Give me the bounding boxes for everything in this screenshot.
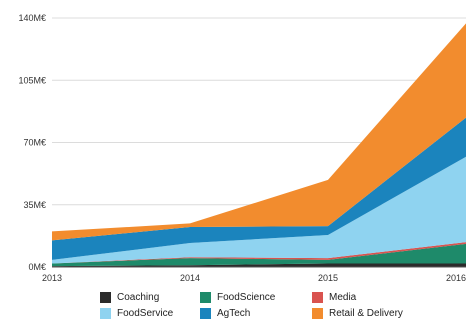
y-tick-label: 140M€ — [18, 13, 46, 23]
legend-label-agtech: AgTech — [217, 307, 251, 319]
x-tick-label: 2015 — [318, 273, 338, 283]
legend-label-coaching: Coaching — [117, 291, 160, 303]
legend-label-retail-delivery: Retail & Delivery — [329, 307, 403, 319]
y-tick-label: 70M€ — [23, 138, 46, 148]
legend-label-foodscience: FoodScience — [217, 291, 276, 303]
legend-swatch-media — [312, 291, 323, 303]
legend-label-foodservice: FoodService — [117, 307, 174, 319]
x-tick-label: 2016 — [446, 273, 466, 283]
area-layer — [52, 23, 466, 267]
area-agtech — [52, 117, 466, 260]
x-tick-label: 2014 — [180, 273, 200, 283]
legend-item-agtech: AgTech — [200, 306, 312, 320]
legend: Coaching FoodScience Media FoodService A… — [100, 290, 460, 320]
legend-item-foodscience: FoodScience — [200, 290, 312, 304]
stacked-area-chart: 0M€ 35M€ 70M€ 105M€ 140M€ 2013 2014 2015 2016 — [18, 13, 466, 283]
area-media — [52, 242, 466, 264]
y-tick-label: 35M€ — [23, 200, 46, 210]
area-foodscience — [52, 243, 466, 267]
legend-swatch-retail-delivery — [312, 307, 323, 319]
legend-item-foodservice: FoodService — [100, 306, 200, 320]
legend-swatch-coaching — [100, 291, 111, 303]
legend-swatch-agtech — [200, 307, 211, 319]
area-coaching — [52, 263, 466, 267]
legend-item-media: Media — [312, 290, 432, 304]
y-tick-label: 105M€ — [18, 75, 46, 85]
legend-item-retail-delivery: Retail & Delivery — [312, 306, 432, 320]
legend-swatch-foodscience — [200, 291, 211, 303]
area-retail-delivery — [52, 23, 466, 241]
legend-label-media: Media — [329, 291, 357, 303]
y-tick-label: 0M€ — [28, 262, 46, 272]
area-foodservice — [52, 156, 466, 264]
axis-labels: 0M€ 35M€ 70M€ 105M€ 140M€ 2013 2014 2015 2016 — [18, 13, 466, 283]
x-tick-label: 2013 — [42, 273, 62, 283]
legend-swatch-foodservice — [100, 307, 111, 319]
legend-item-coaching: Coaching — [100, 290, 200, 304]
